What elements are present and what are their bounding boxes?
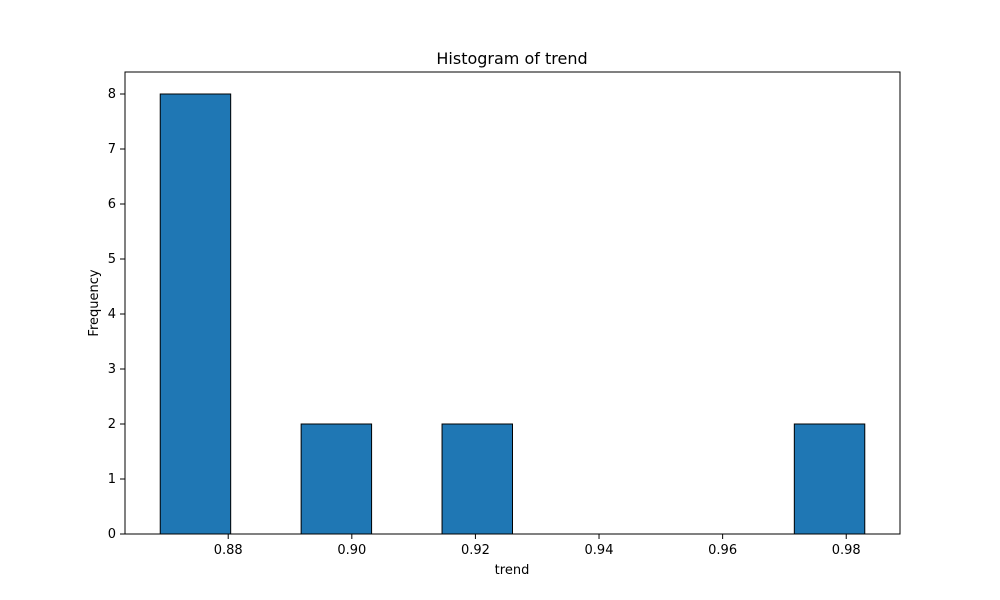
histogram-bar-4 xyxy=(441,423,513,535)
y-tick-label: 2 xyxy=(108,417,116,432)
y-tick-label: 4 xyxy=(108,307,116,322)
y-tick-label: 1 xyxy=(108,472,116,487)
x-tick-label: 0.90 xyxy=(337,543,366,558)
x-tick-label: 0.94 xyxy=(585,543,614,558)
y-axis: 0 1 2 3 4 5 6 7 8 xyxy=(108,87,125,542)
histogram-bar-0 xyxy=(159,93,232,535)
x-tick-label: 0.92 xyxy=(461,543,490,558)
histogram-bar-9 xyxy=(793,423,866,535)
y-tick-label: 6 xyxy=(108,197,116,212)
bars-layer xyxy=(159,93,866,535)
histogram-bar-2 xyxy=(300,423,373,535)
chart-title: Histogram of trend xyxy=(436,49,587,68)
y-axis-label: Frequency xyxy=(87,269,102,336)
y-tick-label: 3 xyxy=(108,362,116,377)
y-tick-label: 7 xyxy=(108,142,116,157)
x-axis: 0.88 0.90 0.92 0.94 0.96 0.98 xyxy=(214,534,861,558)
x-axis-label: trend xyxy=(495,563,530,578)
x-tick-label: 0.88 xyxy=(214,543,243,558)
y-tick-label: 5 xyxy=(108,252,116,267)
y-tick-label: 0 xyxy=(108,527,116,542)
x-tick-label: 0.96 xyxy=(708,543,737,558)
plot-frame xyxy=(124,71,901,535)
y-tick-label: 8 xyxy=(108,87,116,102)
x-tick-label: 0.98 xyxy=(832,543,861,558)
